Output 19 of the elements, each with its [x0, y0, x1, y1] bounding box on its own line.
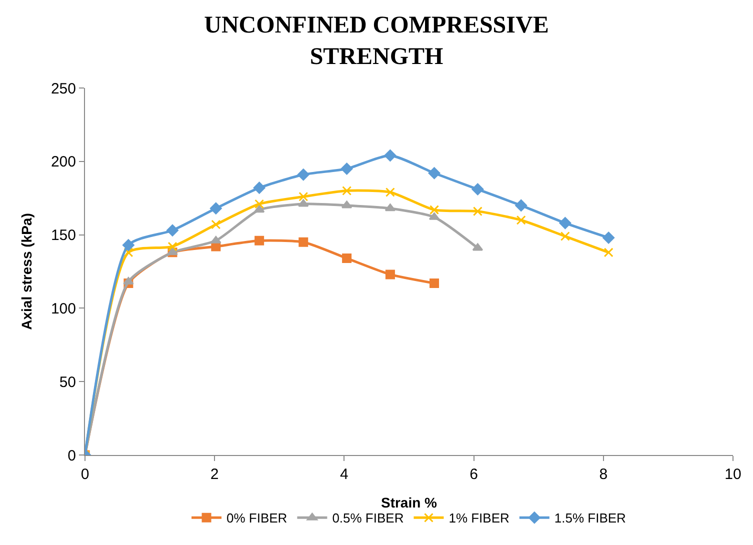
- x-tick-label: 6: [470, 466, 478, 483]
- x-tick-label: 10: [724, 466, 742, 483]
- legend-label: 1% FIBER: [448, 510, 510, 526]
- legend-label: 1.5% FIBER: [554, 510, 626, 526]
- legend-label: 0.5% FIBER: [332, 510, 404, 526]
- y-tick-label: 150: [50, 227, 76, 244]
- x-axis-title: Strain %: [380, 494, 438, 510]
- x-tick-label: 2: [210, 466, 219, 483]
- x-tick-label: 4: [340, 466, 348, 483]
- chart-title: UNCONFINED COMPRESSIVE STRENGTH: [204, 12, 549, 70]
- x-tick-label: 8: [599, 466, 608, 483]
- y-tick-label: 100: [50, 300, 76, 318]
- legend-label: 0% FIBER: [226, 510, 288, 526]
- y-tick-label: 200: [50, 154, 76, 171]
- y-axis-title: Axial stress (kPa): [18, 213, 35, 330]
- y-tick-label: 0: [68, 447, 76, 464]
- y-tick-label: 50: [59, 374, 76, 391]
- y-tick-label: 250: [50, 80, 76, 98]
- x-tick-label: 0: [80, 466, 90, 483]
